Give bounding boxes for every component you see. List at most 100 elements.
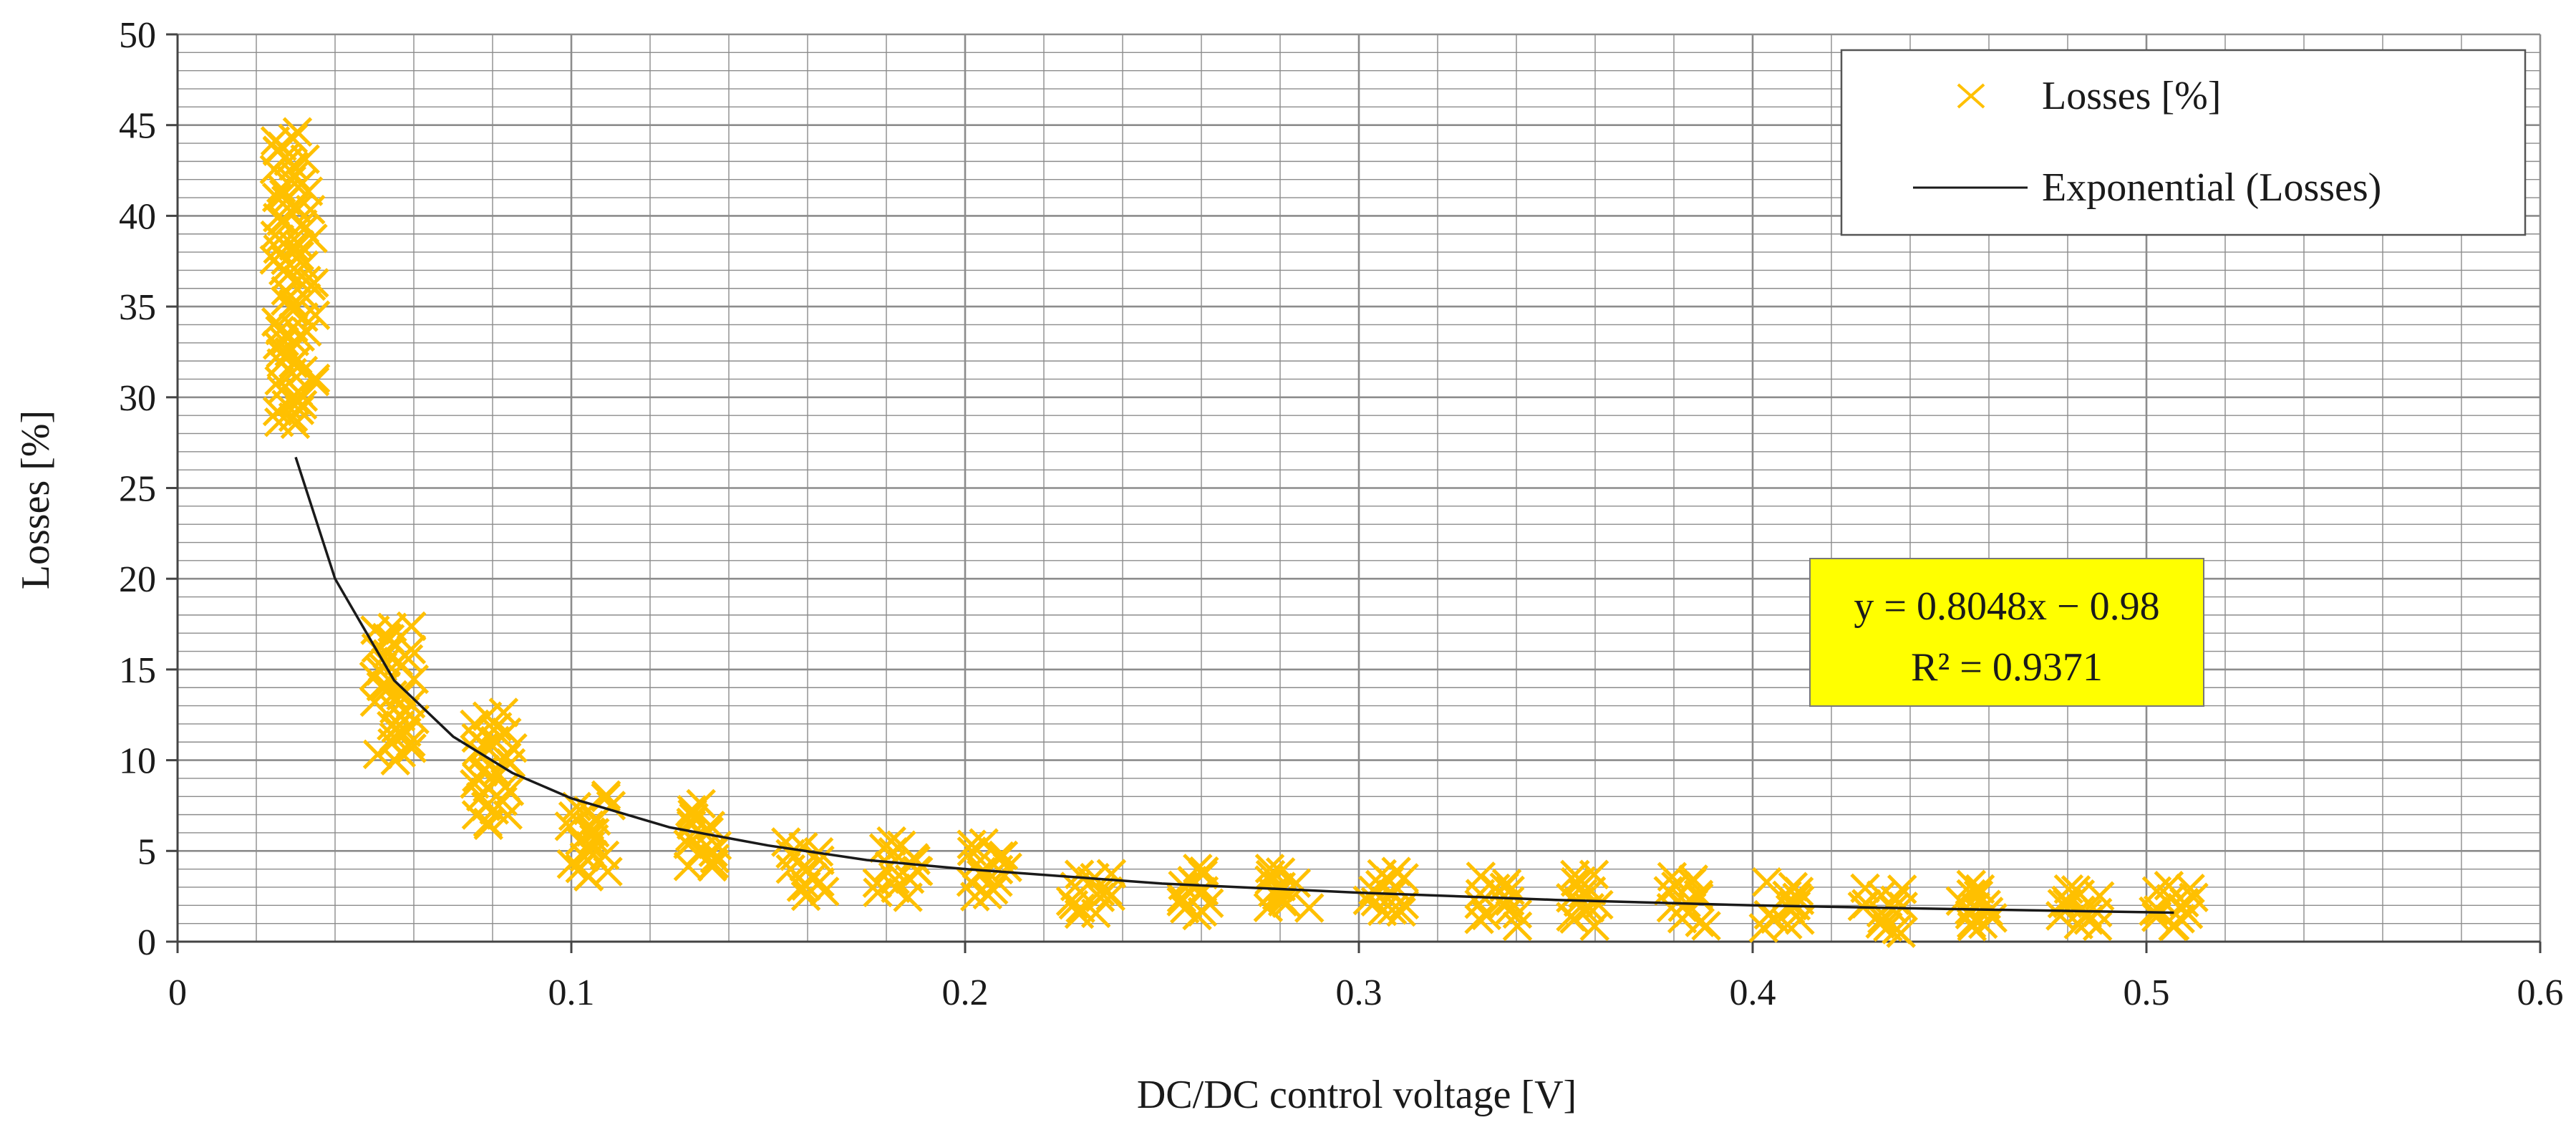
marker-stroke: [2061, 875, 2091, 905]
marker-stroke: [673, 851, 704, 882]
marker-stroke: [299, 268, 329, 298]
data-point-marker: [1850, 873, 1880, 904]
data-point-marker: [284, 241, 314, 271]
data-point-marker: [969, 828, 999, 859]
marker-stroke: [300, 363, 331, 394]
data-point-marker: [770, 827, 801, 857]
marker-stroke: [370, 647, 401, 677]
x-tick-label: 0.4: [1730, 972, 1776, 1013]
y-tick-label: 0: [137, 922, 156, 963]
data-point-marker: [988, 840, 1019, 871]
data-point-marker: [699, 844, 730, 874]
marker-stroke: [593, 856, 623, 887]
marker-stroke: [283, 376, 314, 407]
marker-stroke: [490, 771, 521, 802]
x-tick-label: 0.3: [1336, 972, 1383, 1013]
data-point-marker: [279, 231, 309, 261]
marker-stroke: [2154, 871, 2184, 901]
data-point-marker: [488, 697, 519, 728]
legend: Losses [%] Exponential (Losses): [1840, 49, 2527, 236]
marker-stroke: [1568, 878, 1598, 909]
marker-stroke: [788, 831, 818, 862]
axes: 0 5 10 15 20 25 30 35 40 45 50 0 0.1 0.2 0.3 0.4 0.5 0.6: [119, 15, 2564, 1013]
marker-stroke: [1189, 856, 1219, 887]
data-point-marker: [289, 213, 320, 244]
marker-stroke: [685, 836, 716, 867]
data-point-marker: [2156, 884, 2187, 914]
data-point-marker: [686, 788, 716, 819]
data-point-marker: [2072, 899, 2103, 929]
data-point-marker: [677, 795, 707, 825]
marker-stroke: [1751, 867, 1782, 897]
y-tick-label: 10: [119, 741, 156, 782]
data-point-marker: [1294, 893, 1325, 923]
marker-stroke: [268, 179, 299, 209]
marker-stroke: [674, 821, 705, 852]
marker-stroke: [286, 169, 316, 200]
data-point-marker: [1956, 869, 1987, 900]
marker-stroke: [1560, 859, 1590, 890]
data-point-marker: [1887, 874, 1917, 904]
marker-stroke: [366, 671, 397, 702]
marker-stroke: [969, 828, 999, 859]
data-point-marker: [876, 826, 906, 856]
marker-stroke: [291, 317, 322, 347]
data-point-marker: [1189, 856, 1219, 887]
x-axis-title: DC/DC control voltage [V]: [1137, 1073, 1577, 1117]
marker-stroke: [1193, 888, 1224, 919]
marker-stroke: [2053, 874, 2084, 904]
data-point-marker: [396, 611, 427, 642]
y-tick-label: 50: [119, 15, 156, 56]
data-point-marker: [1866, 880, 1897, 911]
data-point-marker: [957, 829, 987, 860]
data-point-marker: [461, 723, 492, 753]
legend-marker-icon: [1957, 83, 1985, 109]
marker-stroke: [686, 788, 716, 819]
r-squared-text: R² = 0.9371: [1911, 645, 2103, 690]
marker-stroke: [2072, 899, 2103, 929]
marker-stroke: [259, 245, 289, 275]
marker-stroke: [1866, 880, 1897, 911]
marker-stroke: [493, 800, 523, 830]
y-tick-label: 25: [119, 469, 156, 510]
marker-stroke: [279, 231, 309, 261]
data-point-marker: [490, 771, 521, 802]
trendline-equation: y = 0.8048x − 0.98 R² = 0.9371: [1809, 558, 2204, 707]
data-point-marker: [2053, 874, 2084, 904]
marker-stroke: [573, 795, 604, 826]
data-point-marker: [1502, 911, 1533, 942]
data-point-marker: [1381, 856, 1411, 887]
data-point-marker: [673, 851, 704, 882]
data-point-marker: [359, 687, 390, 718]
marker-stroke: [282, 117, 313, 148]
marker-stroke: [288, 355, 319, 386]
data-point-marker: [2141, 902, 2171, 932]
marker-stroke: [805, 845, 835, 876]
marker-stroke: [886, 830, 916, 861]
marker-stroke: [1466, 861, 1496, 892]
data-point-marker: [396, 634, 427, 665]
data-markers: [259, 117, 2209, 948]
marker-stroke: [1096, 859, 1127, 889]
data-point-marker: [1255, 859, 1286, 890]
y-tick-label: 45: [119, 106, 156, 147]
trendline-exponential: [294, 456, 2174, 914]
marker-stroke: [863, 877, 893, 908]
data-point-marker: [1691, 911, 1721, 941]
y-tick-label: 40: [119, 196, 156, 237]
y-tick-label: 20: [119, 559, 156, 600]
marker-stroke: [561, 791, 592, 822]
data-point-marker: [788, 831, 818, 862]
marker-stroke: [591, 780, 621, 811]
marker-stroke: [1294, 893, 1325, 923]
marker-stroke: [397, 733, 427, 763]
data-point-marker: [591, 780, 621, 811]
data-point-marker: [978, 875, 1009, 905]
marker-stroke: [957, 829, 987, 860]
data-point-marker: [1466, 861, 1496, 892]
marker-stroke: [1254, 854, 1285, 884]
marker-stroke: [1956, 879, 1986, 909]
marker-stroke: [677, 795, 707, 825]
